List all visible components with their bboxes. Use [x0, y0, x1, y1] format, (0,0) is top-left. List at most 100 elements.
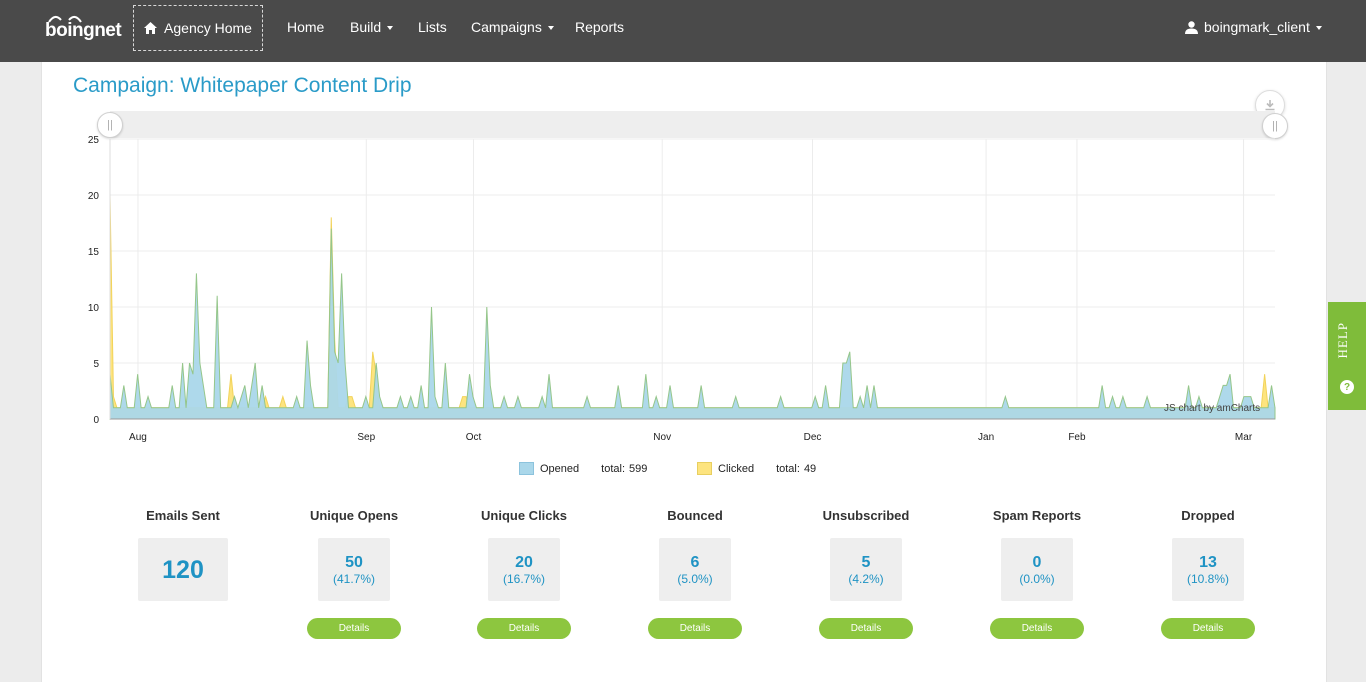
stat-percent: (4.2%): [848, 571, 884, 586]
boingnet-logo[interactable]: boingnet: [45, 13, 122, 43]
legend-opened-total: 599: [629, 462, 648, 475]
caret-down-icon: [1315, 25, 1322, 30]
caret-down-icon: [547, 25, 554, 30]
stat-value-box: 5 (4.2%): [830, 538, 902, 601]
nav-reports-label: Reports: [575, 19, 625, 35]
grip-icon: ||: [107, 119, 113, 131]
unique-opens-details-button[interactable]: Details: [307, 618, 401, 639]
stat-value: 120: [162, 555, 204, 584]
legend-clicked-swatch: [697, 462, 712, 475]
y-tick-label: 15: [88, 247, 100, 258]
stat-label: Emails Sent: [146, 508, 220, 523]
home-icon: [144, 22, 158, 34]
series-area-opened: [109, 228, 1276, 420]
scrollbar-right-handle[interactable]: ||: [1262, 113, 1288, 139]
stat-bounced: Bounced 6 (5.0%) Details: [615, 508, 775, 639]
x-axis-ticks: Aug Sep Oct Nov Dec Jan Feb Mar: [129, 432, 1253, 443]
y-tick-label: 5: [93, 359, 99, 370]
user-icon: [1185, 20, 1198, 34]
legend-opened[interactable]: Opened total: 599: [519, 462, 647, 475]
legend-clicked-total-label: total:: [776, 462, 800, 475]
stat-value: 5: [861, 553, 871, 571]
user-menu[interactable]: boingmark_client: [1185, 19, 1322, 35]
nav-lists[interactable]: Lists: [418, 19, 447, 35]
stat-value: 0: [1032, 553, 1042, 571]
stat-value-box: 50 (41.7%): [318, 538, 390, 601]
y-tick-label: 10: [88, 303, 100, 314]
chart-areas: [109, 194, 1276, 420]
stat-percent: (10.8%): [1186, 571, 1230, 586]
stat-value: 50: [345, 553, 363, 571]
legend-opened-swatch: [519, 462, 534, 475]
stat-label: Unsubscribed: [822, 508, 910, 523]
stat-label: Unique Clicks: [481, 508, 567, 523]
legend-clicked[interactable]: Clicked total: 49: [697, 462, 816, 475]
spam-reports-details-button[interactable]: Details: [990, 618, 1084, 639]
x-tick-label: Nov: [653, 432, 671, 443]
stat-value: 20: [515, 553, 533, 571]
logo-antenna-icon: [48, 16, 82, 23]
y-tick-label: 25: [88, 135, 100, 146]
chart-scrollbar[interactable]: [110, 111, 1275, 138]
stat-emails-sent: Emails Sent 120: [103, 508, 263, 601]
nav-campaigns[interactable]: Campaigns: [471, 19, 554, 35]
y-tick-label: 0: [93, 415, 99, 426]
y-axis-ticks: 0 5 10 15 20 25: [88, 135, 100, 426]
legend-opened-name: Opened: [540, 462, 580, 475]
stat-percent: (5.0%): [677, 571, 713, 586]
stat-label: Bounced: [667, 508, 723, 523]
x-tick-label: Jan: [978, 432, 994, 443]
stat-label: Dropped: [1181, 508, 1235, 523]
page-title: Campaign: Whitepaper Content Drip: [73, 74, 412, 97]
logo-wordmark: boingnet: [45, 20, 122, 41]
stat-unsubscribed: Unsubscribed 5 (4.2%) Details: [786, 508, 946, 639]
help-tab[interactable]: HELP ?: [1328, 302, 1366, 410]
legend-clicked-name: Clicked: [718, 462, 755, 475]
download-icon: [1265, 100, 1275, 111]
bounced-details-button[interactable]: Details: [648, 618, 742, 639]
legend-opened-total-label: total:: [601, 462, 626, 475]
nav-lists-label: Lists: [418, 19, 447, 35]
x-tick-label: Oct: [466, 432, 482, 443]
stat-value-box: 6 (5.0%): [659, 538, 731, 601]
top-navbar: boingnet Agency Home Home Build Lists Ca…: [0, 0, 1366, 62]
stat-dropped: Dropped 13 (10.8%) Details: [1128, 508, 1288, 639]
nav-home[interactable]: Home: [287, 19, 324, 35]
nav-home-label: Home: [287, 19, 325, 35]
stat-value-box: 120: [138, 538, 228, 601]
nav-reports[interactable]: Reports: [575, 19, 624, 35]
agency-home-label: Agency Home: [164, 20, 252, 36]
x-tick-label: Sep: [357, 432, 375, 443]
help-label: HELP: [1335, 322, 1350, 359]
x-tick-label: Dec: [804, 432, 822, 443]
stat-value-box: 0 (0.0%): [1001, 538, 1073, 601]
caret-down-icon: [387, 25, 394, 30]
stat-value-box: 13 (10.8%): [1172, 538, 1244, 601]
stat-label: Unique Opens: [309, 508, 399, 523]
x-tick-label: Aug: [129, 432, 147, 443]
y-tick-label: 20: [88, 191, 100, 202]
dropped-details-button[interactable]: Details: [1161, 618, 1255, 639]
user-name: boingmark_client: [1204, 19, 1310, 35]
unsubscribed-details-button[interactable]: Details: [819, 618, 913, 639]
nav-build[interactable]: Build: [350, 19, 394, 35]
grip-icon: ||: [1272, 120, 1278, 132]
stat-percent: (16.7%): [502, 571, 546, 586]
campaign-activity-chart: 0 5 10 15 20 25 Aug Sep Oct Nov Dec Jan Feb Mar: [88, 135, 1276, 443]
nav-build-label: Build: [350, 19, 382, 35]
stat-unique-clicks: Unique Clicks 20 (16.7%) Details: [444, 508, 604, 639]
stat-percent: (0.0%): [1019, 571, 1055, 586]
unique-clicks-details-button[interactable]: Details: [477, 618, 571, 639]
legend-clicked-total: 49: [803, 462, 817, 475]
question-icon: ?: [1340, 380, 1354, 394]
nav-campaigns-label: Campaigns: [471, 19, 542, 35]
stat-spam-reports: Spam Reports 0 (0.0%) Details: [957, 508, 1117, 639]
chart-grid: [110, 138, 1275, 419]
stat-value-box: 20 (16.7%): [488, 538, 560, 601]
agency-home-button[interactable]: Agency Home: [133, 5, 263, 51]
stat-value: 6: [690, 553, 700, 571]
scrollbar-left-handle[interactable]: ||: [97, 112, 123, 138]
x-tick-label: Mar: [1235, 432, 1253, 443]
chart-credit[interactable]: JS chart by amCharts: [1164, 403, 1261, 414]
x-tick-label: Feb: [1068, 432, 1086, 443]
